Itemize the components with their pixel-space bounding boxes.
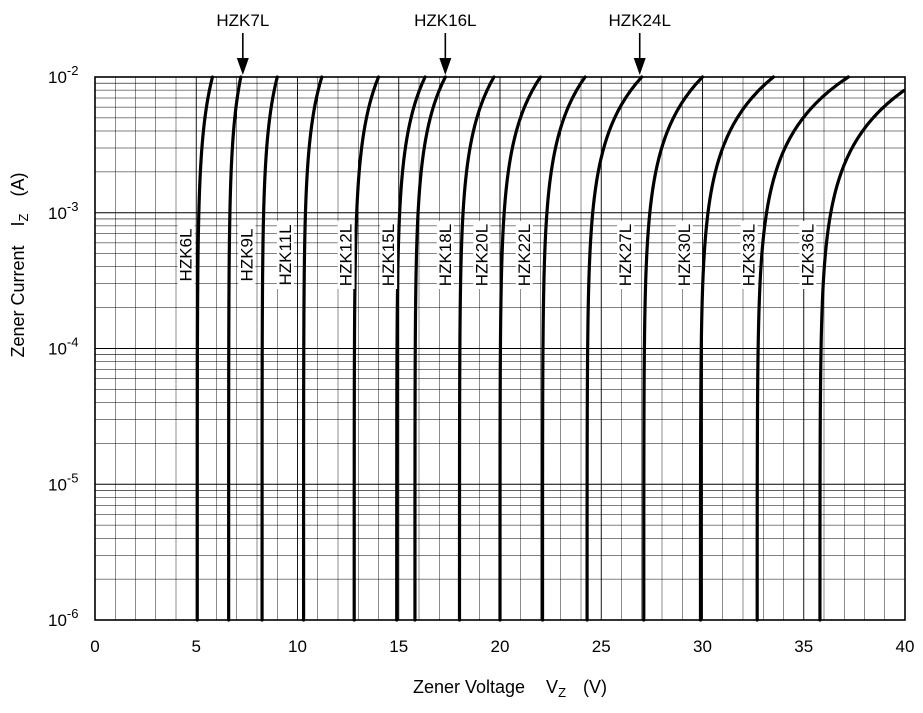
- x-axis-ticks: 0 5 10 15 20 25 30 35 40: [90, 637, 914, 656]
- callout-labels: HZK7L HZK16L HZK24L: [216, 11, 671, 75]
- curve-label: HZK9L: [237, 229, 256, 282]
- y-axis-label: Zener Current: [8, 245, 28, 357]
- curve-label-background: [799, 221, 817, 289]
- curve-label: HZK15L: [379, 224, 398, 286]
- x-tick-label: 30: [693, 637, 712, 656]
- series-curve: [755, 75, 850, 622]
- curve-label: HZK30L: [675, 224, 694, 286]
- curve-label-background: [675, 221, 693, 289]
- curve-label: HZK12L: [337, 224, 356, 286]
- curve-label-background: [337, 221, 355, 289]
- curve-label-background: [515, 221, 533, 289]
- series-curve: [498, 75, 543, 622]
- x-axis-unit: (V): [583, 677, 607, 697]
- y-axis-title: Zener Current IZ (A): [8, 172, 32, 357]
- y-axis-unit: (A): [8, 172, 28, 196]
- y-tick-exponent: -4: [67, 335, 79, 350]
- y-tick-label: 10-2: [48, 63, 78, 87]
- callout-arrow-head: [236, 58, 249, 75]
- curve-label-background: [473, 221, 491, 289]
- curve-label: HZK11L: [276, 224, 295, 285]
- x-axis-symbol: V: [546, 677, 558, 697]
- y-tick-exponent: -5: [67, 470, 79, 485]
- callout-label: HZK24L: [609, 11, 671, 30]
- callout-label: HZK7L: [216, 11, 269, 30]
- y-axis-symbol: I: [8, 221, 28, 226]
- y-tick-label: 10-3: [48, 199, 78, 223]
- x-tick-label: 35: [794, 637, 813, 656]
- y-tick-base: 10: [48, 204, 67, 223]
- x-tick-label: 40: [896, 637, 915, 656]
- callout-arrow-head: [439, 58, 452, 75]
- series-curve: [352, 75, 381, 622]
- curve-label-background: [276, 221, 294, 289]
- x-tick-label: 25: [592, 637, 611, 656]
- y-tick-label: 10-5: [48, 470, 78, 494]
- curve-label-background: [740, 221, 758, 289]
- y-tick-label: 10-6: [48, 606, 78, 630]
- callout-label: HZK16L: [414, 11, 476, 30]
- series-curve: [698, 75, 775, 622]
- series-curve: [540, 75, 587, 622]
- curve-label: HZK33L: [740, 224, 759, 286]
- y-tick-base: 10: [48, 611, 67, 630]
- curve-label: HZK36L: [798, 224, 817, 286]
- x-axis-label: Zener Voltage: [413, 677, 525, 697]
- x-tick-label: 20: [491, 637, 510, 656]
- series-curve: [195, 75, 215, 622]
- y-tick-exponent: -3: [67, 199, 79, 214]
- series-curve: [413, 75, 447, 622]
- series-curve: [395, 75, 427, 622]
- series-curve: [457, 75, 496, 622]
- y-tick-base: 10: [48, 475, 67, 494]
- curve-label: HZK6L: [177, 229, 196, 282]
- y-tick-label: 10-4: [48, 335, 78, 359]
- callout-arrow-head: [633, 58, 646, 75]
- series-curve: [818, 88, 906, 622]
- curve-label-background: [177, 221, 195, 289]
- y-tick-exponent: -2: [67, 63, 79, 78]
- y-axis-symbol-sub: Z: [16, 213, 31, 221]
- curve-label-background: [238, 221, 256, 289]
- curve-label: HZK18L: [436, 224, 455, 286]
- curve-label-background: [436, 221, 454, 289]
- series-curve: [642, 75, 705, 622]
- y-tick-exponent: -6: [67, 606, 79, 621]
- curve-label: HZK20L: [472, 224, 491, 286]
- x-tick-label: 5: [192, 637, 201, 656]
- curve-label-background: [617, 221, 635, 289]
- x-tick-label: 10: [288, 637, 307, 656]
- series-curve: [585, 75, 644, 622]
- x-axis-title: Zener Voltage VZ (V): [413, 677, 607, 701]
- series-curve: [260, 75, 279, 622]
- series-curve: [301, 75, 324, 622]
- x-axis-symbol-sub: Z: [558, 685, 566, 700]
- y-tick-base: 10: [48, 340, 67, 359]
- series-curve: [227, 75, 243, 622]
- y-tick-base: 10: [48, 68, 67, 87]
- curve-label: HZK27L: [616, 224, 635, 286]
- x-tick-label: 15: [389, 637, 408, 656]
- x-tick-label: 0: [90, 637, 99, 656]
- curve-label-background: [380, 221, 398, 289]
- curve-labels: HZK6L HZK9L HZK11L HZK12L HZK15L HZK18L HZK20L…: [177, 221, 817, 289]
- curve-label: HZK22L: [515, 224, 534, 286]
- zener-curves: [195, 75, 906, 622]
- y-axis-ticks: 10-610-510-410-310-2: [48, 63, 78, 630]
